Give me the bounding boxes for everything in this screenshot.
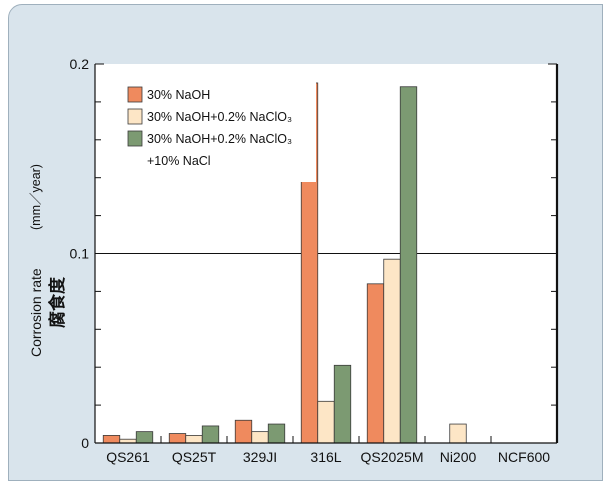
y-tick-label: 0.1 — [70, 246, 90, 262]
y-axis-label: Corrosion rate — [28, 268, 44, 357]
bar-316l-series-2 — [317, 400, 335, 444]
x-tick-label: Ni200 — [440, 449, 477, 465]
bar-329ji-series-1 — [234, 419, 253, 444]
legend-swatch-1 — [127, 86, 143, 103]
legend-label-2: 30% NaOH+0.2% NaClO₃ — [147, 110, 292, 124]
bar-qs2025m-series-1 — [366, 283, 385, 444]
x-tick-label: QS25T — [172, 449, 217, 465]
bar-329ji-series-3 — [267, 423, 286, 444]
legend-label-3: 30% NaOH+0.2% NaClO₃ — [147, 132, 292, 146]
bar-qs25t-series-2 — [185, 435, 203, 444]
y-tick-label: 0.2 — [70, 56, 90, 72]
x-tick-label: QS2025M — [360, 449, 423, 465]
bars-group — [102, 82, 467, 444]
legend: 30% NaOH 30% NaOH+0.2% NaClO₃ 30% NaOH+0.2… — [120, 79, 316, 182]
x-tick-label: NCF600 — [498, 449, 550, 465]
y-axis-label-japanese: 腐食度 — [47, 276, 67, 328]
axes-group: 0 0.1 0.2 QS261 QS25T 329JI 316L QS2025M Ni200 NC… — [70, 56, 559, 465]
legend-label-3: +10% NaCl — [147, 154, 211, 168]
bar-qs2025m-series-3 — [399, 86, 418, 444]
bar-316l-series-3 — [333, 364, 352, 444]
bar-ni200-series-2 — [449, 423, 467, 444]
legend-swatch-3 — [127, 130, 143, 147]
x-tick-label: 316L — [310, 449, 341, 465]
bar-qs2025m-series-2 — [383, 258, 401, 444]
legend-box — [120, 79, 316, 182]
bar-qs25t-series-3 — [201, 425, 220, 444]
bar-qs25t-series-1 — [168, 433, 187, 444]
legend-swatch-2 — [127, 108, 143, 125]
bar-qs261-series-3 — [135, 431, 154, 444]
legend-label-1: 30% NaOH — [147, 88, 210, 102]
x-tick-label: QS261 — [106, 449, 150, 465]
x-tick-label: 329JI — [243, 449, 277, 465]
bar-qs261-series-1 — [102, 435, 121, 444]
y-axis-unit: (mm／year) — [29, 164, 43, 230]
y-tick-label: 0 — [81, 435, 89, 451]
bar-329ji-series-2 — [251, 431, 269, 444]
